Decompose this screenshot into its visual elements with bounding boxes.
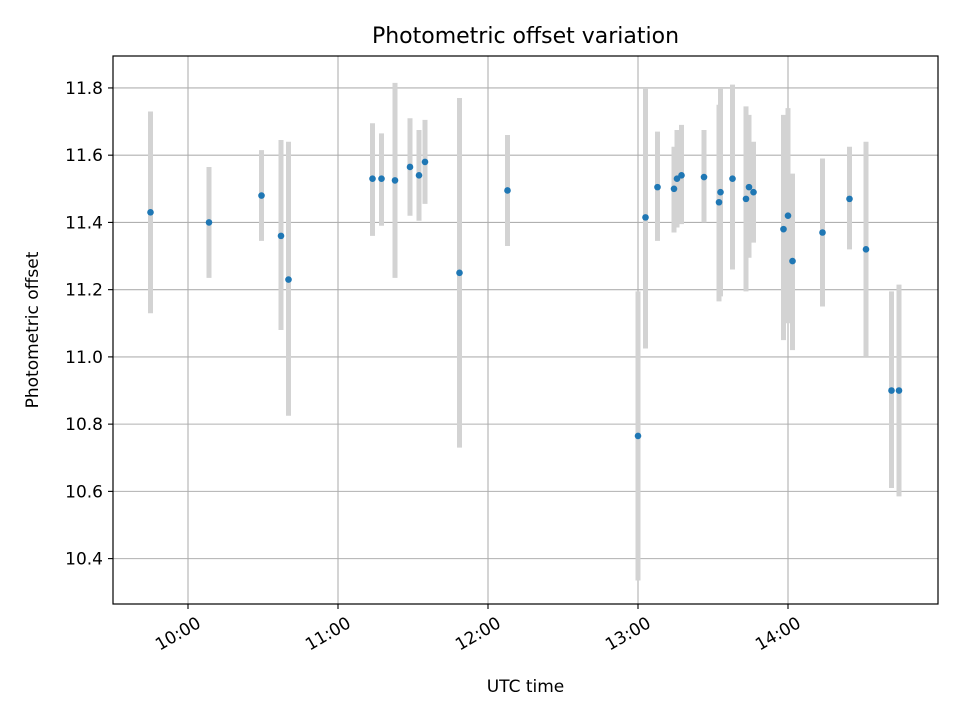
data-point: [205, 219, 213, 226]
x-tick-label: 14:00: [752, 613, 804, 655]
data-point: [678, 172, 685, 179]
data-point: [456, 269, 463, 277]
data-point: [717, 188, 724, 196]
y-axis-label: Photometric offset: [23, 251, 43, 408]
data-point: [846, 195, 853, 203]
y-tick-label: 10.6: [65, 482, 103, 502]
tick-layer: 10.4 10.6 10.8 11.0 11.2 11.4 11.6 11.8 10:00 11:…: [65, 79, 804, 655]
data-point: [700, 173, 708, 181]
data-point: [406, 163, 414, 171]
data-point: [277, 232, 285, 240]
data-point: [745, 183, 753, 191]
plot-frame: [112, 55, 939, 605]
x-tick-label: 10:00: [152, 613, 204, 655]
data-point: [258, 192, 265, 199]
x-tick-label: 11:00: [302, 613, 354, 655]
data-point: [715, 198, 723, 206]
data-point: [789, 257, 796, 265]
data-point: [369, 175, 376, 183]
data-point: [378, 175, 385, 183]
data-point: [147, 209, 154, 216]
data-point: [862, 246, 870, 253]
data-point: [421, 158, 429, 166]
data-point: [504, 187, 511, 194]
data-point: [780, 225, 787, 233]
data-point: [654, 183, 661, 191]
chart-title: Photometric offset variation: [372, 24, 679, 49]
y-tick-label: 11.0: [65, 348, 103, 368]
y-tick-label: 11.2: [65, 281, 103, 301]
y-tick-label: 10.8: [65, 415, 103, 435]
data-point: [729, 175, 736, 183]
data-point: [642, 214, 649, 221]
x-tick-label: 13:00: [602, 613, 654, 655]
data-point: [750, 188, 757, 196]
data-point: [673, 175, 681, 183]
data-point: [888, 387, 895, 394]
y-tick-label: 10.4: [65, 550, 103, 570]
error-bar-layer: [148, 82, 902, 581]
data-point: [895, 387, 903, 394]
data-point: [415, 172, 423, 179]
x-tick-label: 12:00: [452, 613, 504, 655]
data-point: [742, 195, 750, 203]
data-point: [391, 177, 399, 184]
x-axis-label: UTC time: [487, 677, 565, 697]
data-point: [819, 229, 826, 236]
data-point: [670, 185, 678, 193]
data-point: [285, 276, 292, 283]
y-tick-label: 11.4: [65, 213, 103, 233]
data-point: [784, 212, 792, 219]
data-point-layer: [147, 158, 903, 440]
data-point: [634, 432, 642, 440]
grid-layer: [113, 56, 938, 604]
y-tick-label: 11.8: [65, 79, 103, 99]
y-tick-label: 11.6: [65, 146, 103, 166]
